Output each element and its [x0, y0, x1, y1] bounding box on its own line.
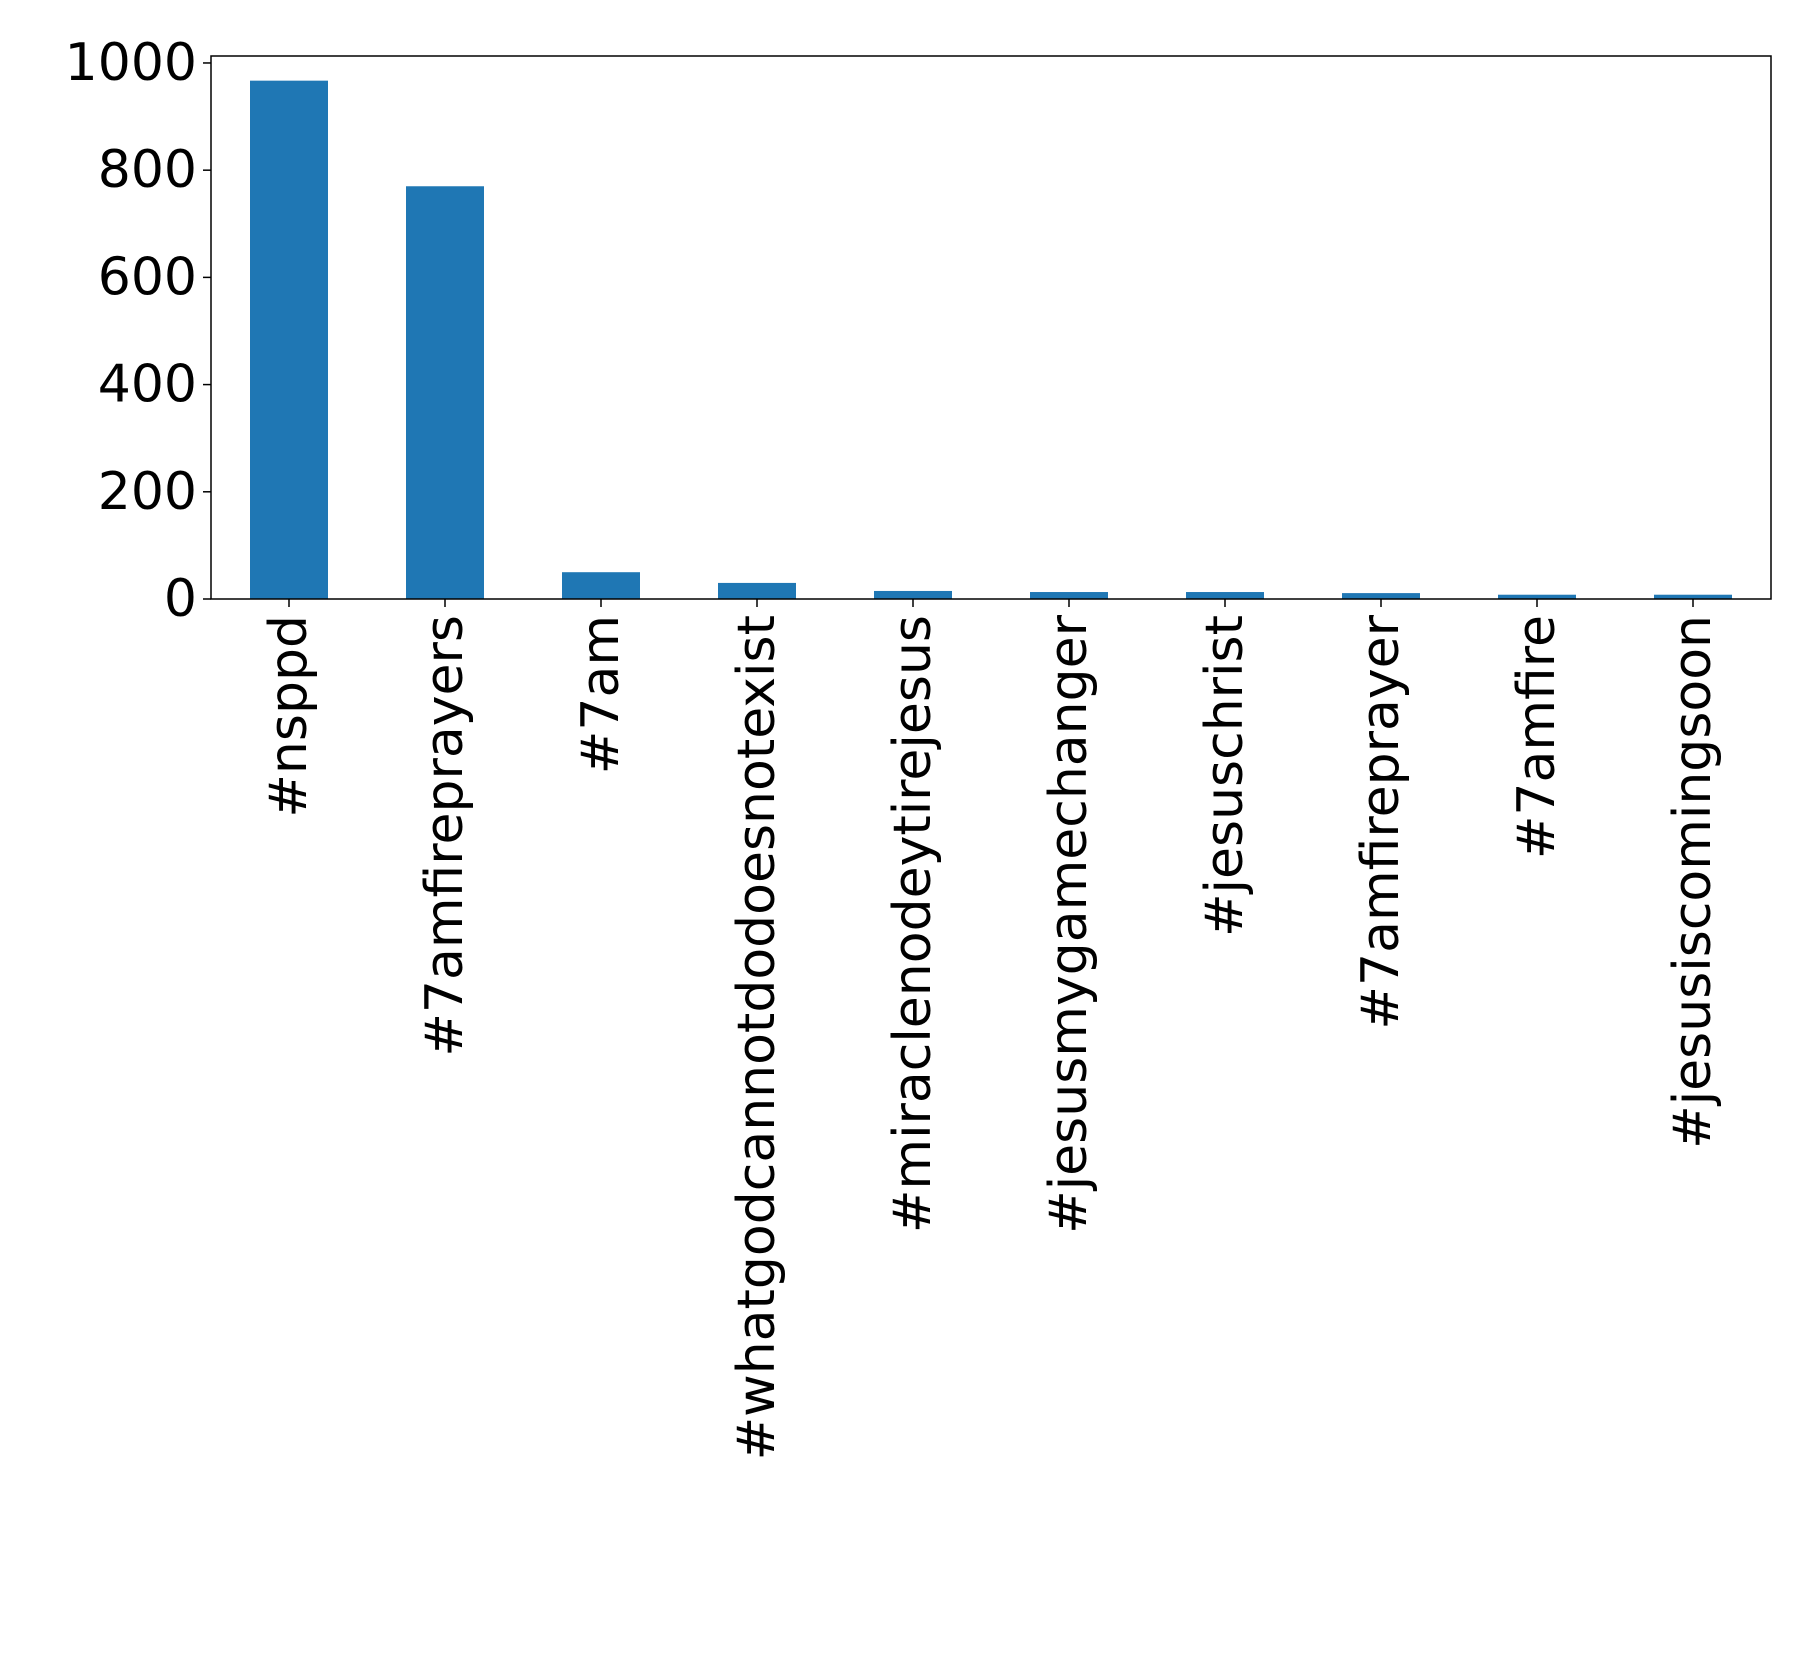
x-tick-label: #7am — [571, 615, 631, 774]
x-tick-label: #nsppd — [259, 615, 319, 818]
y-tick-label: 0 — [164, 569, 197, 629]
bar-jesusmygamechanger — [1030, 592, 1108, 599]
bar-7amfire — [1498, 594, 1576, 599]
x-tick-label: #jesuschrist — [1195, 615, 1255, 937]
bar-miraclenodeytirejesus — [874, 590, 952, 599]
bar-7am — [562, 572, 640, 599]
x-tick-label: #jesusmygamechanger — [1039, 614, 1099, 1233]
bar-7amfireprayer — [1342, 593, 1420, 599]
bar-nsppd — [250, 80, 328, 599]
y-tick-label: 1000 — [65, 33, 197, 93]
y-tick-label: 400 — [98, 355, 197, 415]
y-tick-label: 800 — [98, 140, 197, 200]
y-axis: 0 200 400 600 800 1000 — [65, 33, 211, 629]
y-tick-label: 200 — [98, 462, 197, 522]
bar-jesusiscomingsoon — [1654, 594, 1732, 599]
plot-frame — [210, 55, 1772, 600]
x-axis: #nsppd #7amfireprayers #7am #whatgodcannotd… — [259, 599, 1723, 1460]
bar-jesuschrist — [1186, 592, 1264, 599]
bars-group — [250, 80, 1732, 599]
y-tick-label: 600 — [98, 247, 197, 307]
x-tick-label: #miraclenodeytirejesus — [883, 615, 943, 1233]
x-tick-label: #7amfireprayers — [415, 615, 475, 1057]
x-tick-label: #7amfireprayer — [1351, 614, 1411, 1029]
x-tick-label: #7amfire — [1507, 615, 1567, 859]
bar-7amfireprayers — [406, 186, 484, 599]
x-tick-label: #jesusiscomingsoon — [1663, 615, 1723, 1149]
x-tick-label: #whatgodcannotdodoesnotexist — [727, 615, 787, 1460]
bar-whatgodcannotdodoesnotexist — [718, 582, 796, 599]
